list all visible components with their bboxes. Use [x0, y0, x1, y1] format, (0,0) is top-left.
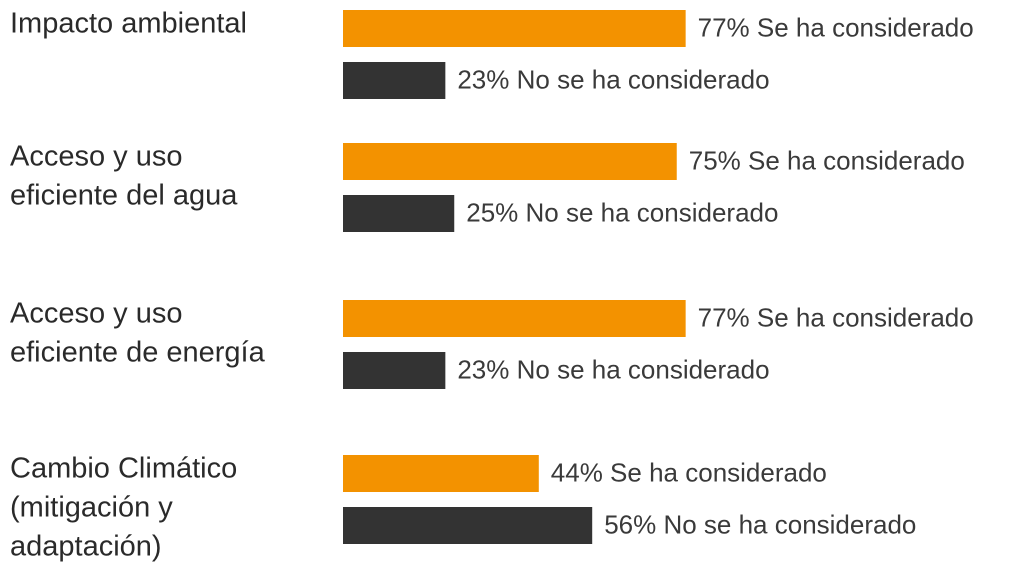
bar: [343, 300, 686, 337]
category-label: eficiente de energía: [10, 337, 266, 369]
value-label: 56% No se ha considerado: [604, 509, 916, 539]
value-label: 23% No se ha considerado: [457, 354, 769, 384]
value-label: 25% No se ha considerado: [466, 197, 778, 227]
value-label: 75% Se ha considerado: [689, 145, 965, 175]
value-label: 77% Se ha considerado: [698, 12, 974, 42]
bar: [343, 352, 446, 389]
category-label: Impacto ambiental: [10, 8, 247, 40]
bar: [343, 10, 686, 47]
category-label: eficiente del agua: [10, 180, 238, 212]
category-label: adaptación): [10, 531, 162, 563]
bar: [343, 455, 539, 492]
category-label: (mitigación y: [10, 492, 173, 524]
value-label: 44% Se ha considerado: [551, 457, 827, 487]
bar: [343, 195, 455, 232]
value-label: 23% No se ha considerado: [457, 64, 769, 94]
category-label: Acceso y uso: [10, 141, 182, 173]
bar: [343, 62, 446, 99]
bar: [343, 507, 593, 544]
value-label: 77% Se ha considerado: [698, 302, 974, 332]
bar: [343, 143, 677, 180]
category-label: Acceso y uso: [10, 298, 182, 330]
category-label: Cambio Climático: [10, 453, 237, 485]
